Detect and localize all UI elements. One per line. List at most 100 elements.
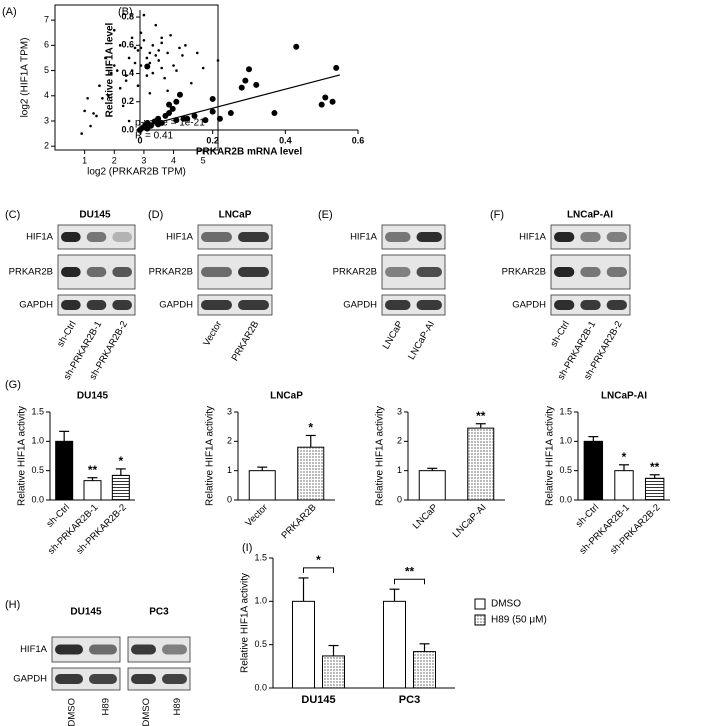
blot-band	[61, 267, 81, 277]
x-axis-label: PRKAR2B mRNA level	[196, 147, 303, 158]
bar	[55, 440, 74, 501]
y-tick-label: 0.2	[121, 96, 134, 106]
blot-band	[112, 232, 132, 242]
lane-label: DMSO	[67, 698, 78, 726]
scatter-point	[216, 59, 220, 62]
scatter-point	[92, 112, 95, 115]
protein-label: GAPDH	[512, 300, 546, 311]
scatter-point	[104, 56, 107, 60]
y-tick-label: 5	[44, 65, 49, 75]
blot-band	[606, 232, 627, 242]
x-tick-label: 4	[171, 155, 176, 165]
scatter-point	[136, 84, 140, 87]
y-axis-label: log2 (HIF1A TPM)	[20, 38, 31, 118]
scatter-point	[176, 91, 183, 98]
y-tick-label: 0.8	[121, 11, 134, 21]
lane-label: DMSO	[141, 698, 152, 726]
x-tick-label: sh-PRKAR2B-1	[46, 502, 100, 556]
scatter-point	[329, 98, 336, 105]
blot-band	[162, 674, 187, 684]
scatter-point	[107, 94, 110, 98]
scatter-point	[160, 41, 163, 45]
blot-band	[89, 674, 117, 684]
scatter-point	[169, 105, 176, 112]
bar	[413, 651, 436, 689]
blot-membrane	[51, 667, 121, 691]
y-axis-label: Relative HIF1A activity	[375, 406, 386, 506]
blot-band	[238, 300, 269, 310]
y-tick-label: 6	[44, 40, 49, 50]
scatter-point	[124, 79, 128, 82]
bar	[297, 446, 325, 501]
bar	[292, 600, 315, 689]
x-tick-label: LNCaP	[411, 502, 440, 531]
blot-band	[238, 267, 269, 277]
blot-band	[61, 232, 81, 242]
scatter-point	[190, 81, 193, 85]
scatter-point	[173, 117, 180, 124]
scatter-point	[133, 61, 137, 65]
y-tick-label: 0.5	[559, 465, 572, 475]
blot-band	[385, 267, 411, 277]
y-tick-label: 4	[44, 90, 49, 100]
y-tick-label: 2	[397, 436, 402, 446]
scatter-point	[209, 95, 216, 102]
scatter-point	[157, 49, 161, 52]
scatter-point	[160, 36, 163, 40]
scatter-point	[144, 63, 151, 70]
blot-band	[162, 644, 187, 655]
y-tick-label: 0.0	[254, 682, 267, 692]
protein-label: GAPDH	[343, 300, 377, 311]
bar	[644, 477, 665, 501]
scatter-point	[271, 110, 278, 117]
x-tick-label: Vector	[243, 502, 270, 529]
protein-label: HIF1A	[26, 232, 54, 243]
y-tick-label: 0.4	[121, 68, 134, 78]
y-tick-label: 1	[397, 465, 402, 475]
blot-band	[580, 267, 601, 277]
scatter-point	[130, 36, 134, 40]
y-axis-label: Relative HIF1A activity	[17, 406, 28, 506]
scatter-point	[166, 51, 169, 55]
significance: **	[476, 409, 486, 423]
scatter-point	[173, 98, 180, 105]
protein-label: GAPDH	[13, 674, 47, 685]
scatter-point	[227, 110, 234, 117]
panel-label: (A)	[2, 6, 17, 18]
scatter-point	[246, 66, 252, 73]
bar	[614, 470, 634, 501]
y-tick-label: 3	[397, 406, 402, 416]
protein-label: HIF1A	[166, 232, 194, 243]
bar	[583, 440, 604, 501]
protein-label: PRKAR2B	[9, 267, 53, 278]
panel-label: (C)	[5, 209, 20, 221]
y-tick-label: 7	[44, 15, 49, 25]
scatter-point	[163, 76, 166, 80]
y-tick-label: 1.5	[31, 406, 44, 416]
blot-title: DU145	[79, 210, 111, 221]
lane-label: LNCaP	[381, 319, 406, 351]
scatter-point	[154, 54, 158, 57]
x-tick-label: PC3	[399, 694, 420, 706]
annotation: p-value = 1e-21	[135, 118, 205, 129]
y-tick-label: 0.6	[121, 40, 134, 50]
scatter-point	[155, 121, 162, 128]
blot-band	[201, 267, 232, 277]
blot-band	[580, 232, 601, 242]
blot-band	[86, 300, 107, 310]
scatter-point	[148, 91, 152, 95]
scatter-point	[209, 108, 216, 115]
y-tick-label: 0	[227, 494, 232, 504]
lane-label: PRKAR2B	[230, 319, 262, 363]
protein-label: GAPDH	[19, 300, 53, 311]
scatter-point	[242, 77, 249, 84]
scatter-point	[184, 44, 187, 47]
scatter-point	[98, 84, 101, 87]
x-tick-label: 0	[137, 135, 142, 145]
lane-label: H89	[101, 698, 112, 715]
y-tick-label: 2	[227, 436, 232, 446]
blot-band	[580, 300, 601, 310]
blot-band	[131, 674, 156, 684]
blot-band	[131, 644, 156, 655]
scatter-point	[112, 64, 116, 67]
